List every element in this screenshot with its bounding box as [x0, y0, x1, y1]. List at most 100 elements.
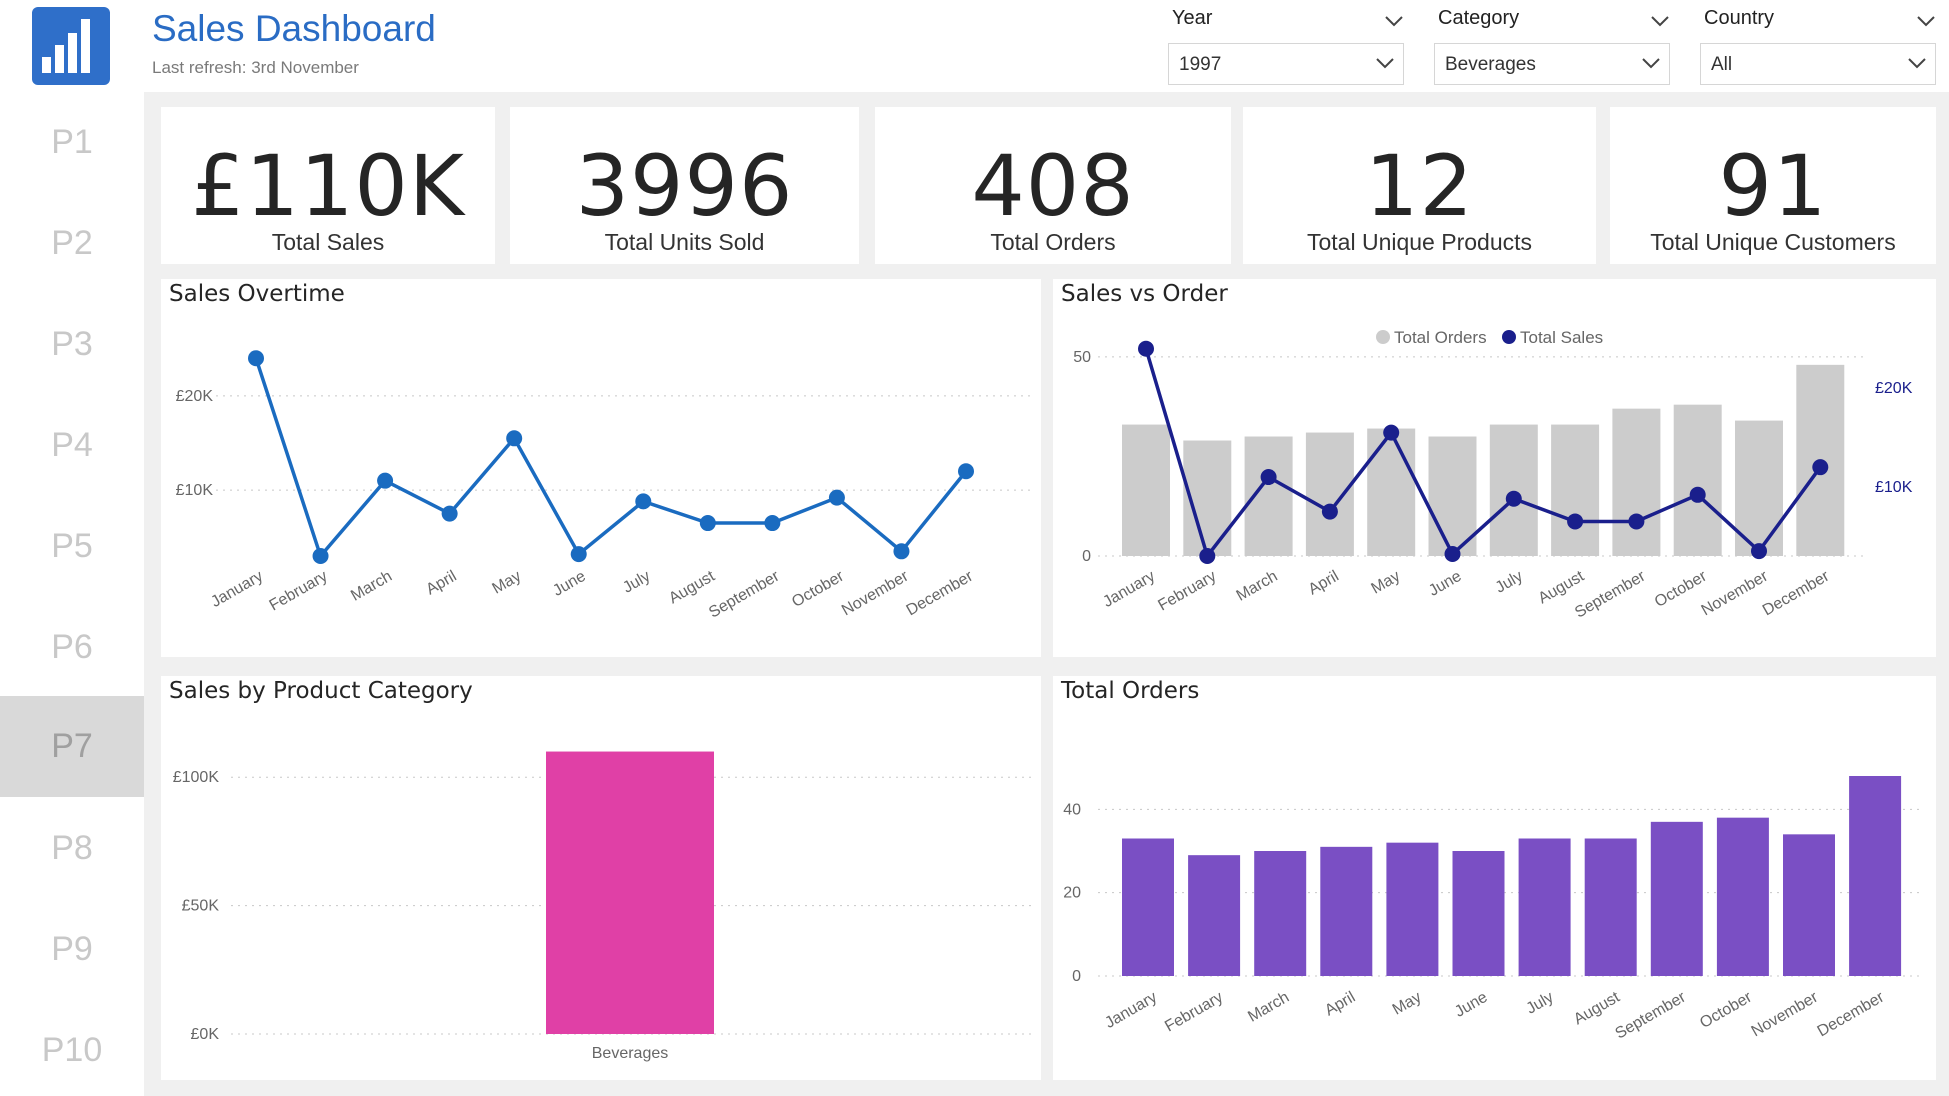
- chevron-down-icon[interactable]: [1916, 14, 1936, 28]
- x-tick-label: July: [1523, 989, 1556, 1018]
- data-point: [1199, 548, 1216, 564]
- bar: [1428, 436, 1477, 556]
- nav-item-p3[interactable]: P3: [51, 325, 93, 363]
- total-orders-chart: 0 20 40 January February March April May June Jul…: [1063, 776, 1923, 1043]
- bar: [1551, 424, 1600, 556]
- nav-item-p5[interactable]: P5: [51, 527, 93, 565]
- y2-tick-label: £10K: [1875, 479, 1913, 496]
- y-tick-label: 0: [1082, 548, 1091, 565]
- year-dropdown[interactable]: 1997: [1168, 43, 1404, 85]
- bar: [1489, 424, 1538, 556]
- x-tick-label: May: [489, 568, 524, 598]
- bar: [1612, 408, 1661, 556]
- legend-marker: [1502, 330, 1516, 344]
- nav-item-p6[interactable]: P6: [51, 628, 93, 666]
- data-point: [1628, 513, 1645, 530]
- x-tick-label: November: [1749, 988, 1822, 1040]
- x-tick-label: February: [1162, 989, 1226, 1036]
- data-point: [1260, 469, 1277, 486]
- category-dropdown-value: Beverages: [1445, 54, 1536, 75]
- y-tick-label: 0: [1072, 968, 1081, 985]
- data-point: [1812, 459, 1829, 476]
- kpi-value: 12: [1365, 137, 1474, 235]
- kpi-value: 91: [1718, 137, 1828, 235]
- x-tick-label: December: [904, 567, 977, 619]
- nav-item-p10[interactable]: P10: [41, 1031, 103, 1069]
- chevron-down-icon[interactable]: [1375, 56, 1395, 70]
- y-tick-label: £0K: [191, 1026, 220, 1043]
- x-tick-label: July: [620, 568, 653, 597]
- sales-vs-order-panel: Sales vs Order 0 50 £10K £20K Total Orders To…: [1053, 279, 1936, 657]
- y-tick-label: 40: [1063, 801, 1081, 818]
- kpi-label: Total Unique Products: [1306, 229, 1532, 255]
- page-title: Sales Dashboard: [152, 8, 436, 49]
- bar: [1254, 851, 1307, 976]
- x-tick-label: March: [1245, 989, 1292, 1026]
- nav-item-p7[interactable]: P7: [0, 696, 144, 797]
- data-point: [248, 350, 264, 367]
- category-slicer: Category Beverages: [1434, 6, 1670, 86]
- sales-vs-order-chart: 0 50 £10K £20K Total Orders Total Sales Januar…: [1073, 328, 1913, 622]
- x-tick-label: April: [1322, 989, 1358, 1020]
- chart-title: Total Orders: [1061, 678, 1200, 704]
- x-tick-label: November: [839, 567, 912, 619]
- bar-chart-icon[interactable]: [32, 7, 110, 85]
- nav-item-p2[interactable]: P2: [51, 224, 93, 262]
- y-tick-label: £20K: [176, 388, 214, 405]
- x-tick-label: January: [1102, 989, 1160, 1032]
- bar: [1518, 838, 1571, 976]
- kpi-card-total-sales: £110K Total Sales: [161, 107, 495, 264]
- data-point: [377, 472, 394, 489]
- x-tick-label: August: [1571, 988, 1623, 1028]
- x-tick-label: August: [666, 567, 718, 607]
- y-tick-label: 50: [1073, 349, 1091, 366]
- bar: [546, 751, 714, 1034]
- x-tick-label: May: [1369, 568, 1404, 598]
- nav-item-p1[interactable]: P1: [51, 123, 93, 161]
- country-dropdown[interactable]: All: [1700, 43, 1936, 85]
- bar: [1452, 851, 1505, 976]
- chevron-down-icon[interactable]: [1907, 56, 1927, 70]
- sales-by-category-panel: Sales by Product Category £0K £50K £100K Be…: [161, 676, 1041, 1080]
- nav-item-p9[interactable]: P9: [51, 930, 93, 968]
- year-dropdown-value: 1997: [1179, 54, 1222, 75]
- kpi-value: 3996: [575, 137, 794, 235]
- chevron-down-icon[interactable]: [1641, 56, 1661, 70]
- nav-item-p8[interactable]: P8: [51, 829, 93, 867]
- data-point: [635, 493, 652, 510]
- data-point: [312, 548, 329, 564]
- data-point: [1505, 490, 1522, 507]
- x-tick-label: March: [1234, 568, 1281, 605]
- chart-title: Sales Overtime: [169, 281, 345, 307]
- nav-item-p4[interactable]: P4: [51, 426, 93, 464]
- x-tick-label: September: [1572, 567, 1649, 621]
- sales-overtime-chart: £10K £20K January February March April May June…: [176, 350, 1031, 622]
- kpi-value: 408: [971, 137, 1135, 235]
- data-point: [1138, 340, 1154, 357]
- chevron-down-icon[interactable]: [1384, 14, 1404, 28]
- y-tick-label: £100K: [173, 769, 220, 786]
- chevron-down-icon[interactable]: [1650, 14, 1670, 28]
- data-point: [1321, 503, 1338, 520]
- category-dropdown[interactable]: Beverages: [1434, 43, 1670, 85]
- last-refresh-text: Last refresh: 3rd November: [152, 58, 359, 77]
- x-tick-label: September: [706, 567, 783, 621]
- bar: [1716, 817, 1769, 976]
- legend-label: Total Sales: [1520, 328, 1603, 347]
- bar: [1849, 776, 1902, 976]
- x-tick-label: December: [1760, 567, 1833, 619]
- series-line: [254, 357, 968, 560]
- x-tick-label: January: [1100, 568, 1158, 611]
- chart-title: Sales by Product Category: [169, 678, 473, 704]
- kpi-label: Total Orders: [990, 229, 1116, 255]
- data-point: [958, 463, 974, 480]
- total-orders-panel: Total Orders 0 20 40 January February March Ap…: [1053, 676, 1936, 1080]
- x-tick-label: November: [1699, 567, 1772, 619]
- kpi-label: Total Unique Customers: [1650, 229, 1896, 255]
- bar: [1386, 842, 1439, 976]
- kpi-label: Total Units Sold: [604, 229, 765, 255]
- bar: [1188, 855, 1241, 976]
- country-slicer-label: Country: [1704, 7, 1775, 29]
- x-tick-label: September: [1613, 988, 1690, 1042]
